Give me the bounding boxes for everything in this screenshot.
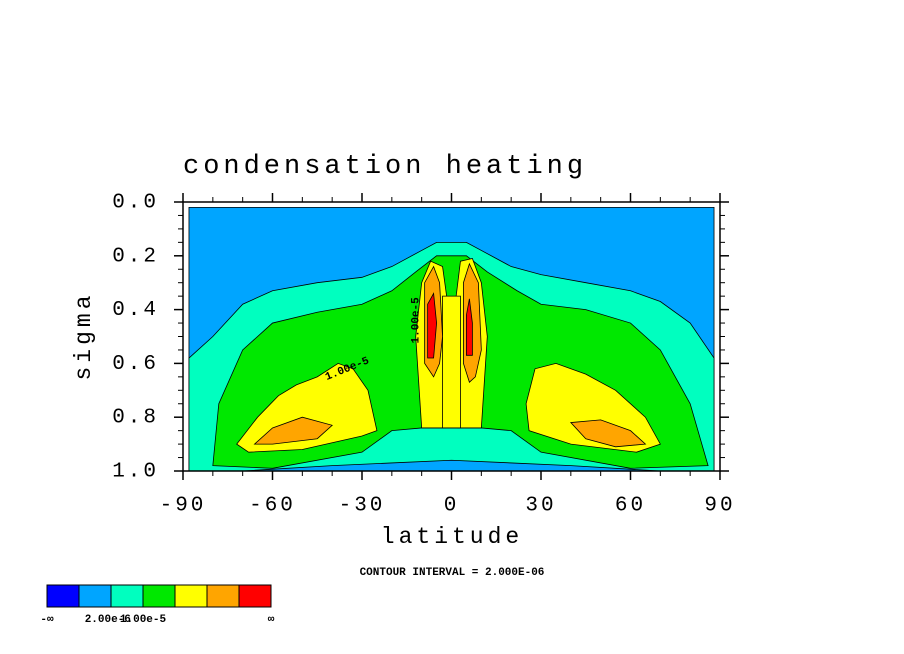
contour-region: [466, 298, 473, 356]
y-axis-label: sigma: [71, 291, 97, 380]
x-tick-label: 60: [615, 495, 646, 518]
contour-region: [253, 416, 333, 445]
y-tick-label: 1.0: [112, 461, 159, 484]
chart-title: condensation heating: [183, 152, 587, 182]
annotation: CONTOUR INTERVAL = 2.000E-06: [360, 567, 545, 579]
x-tick-label: -90: [160, 495, 207, 518]
x-tick-label: 30: [525, 495, 556, 518]
colorbar-swatch: [174, 584, 208, 608]
colorbar-swatch: [78, 584, 112, 608]
contour-region: [442, 295, 461, 429]
x-tick-label: -60: [249, 495, 296, 518]
contour-label: 1.00e-5: [411, 297, 423, 344]
x-tick-label: 0: [444, 495, 460, 518]
y-tick-label: 0.4: [112, 299, 159, 322]
colorbar-label: -∞: [40, 614, 54, 626]
colorbar-label: 2.00e-6: [85, 614, 131, 626]
y-tick-label: 0.2: [112, 245, 159, 268]
colorbar-swatch: [206, 584, 240, 608]
x-axis-label: latitude: [381, 524, 523, 550]
colorbar-swatch: [110, 584, 144, 608]
contour-region: [427, 292, 437, 359]
y-tick-label: 0.0: [112, 192, 159, 215]
y-tick-label: 0.8: [112, 407, 159, 430]
x-tick-label: 90: [704, 495, 735, 518]
colorbar-label: 1.00e-5: [120, 614, 167, 626]
colorbar-swatch: [238, 584, 272, 608]
x-tick-label: -30: [339, 495, 386, 518]
y-tick-label: 0.6: [112, 353, 159, 376]
colorbar-swatch: [142, 584, 176, 608]
colorbar-label: ∞: [268, 614, 275, 626]
colorbar-swatch: [46, 584, 80, 608]
contour-region: [569, 419, 647, 448]
